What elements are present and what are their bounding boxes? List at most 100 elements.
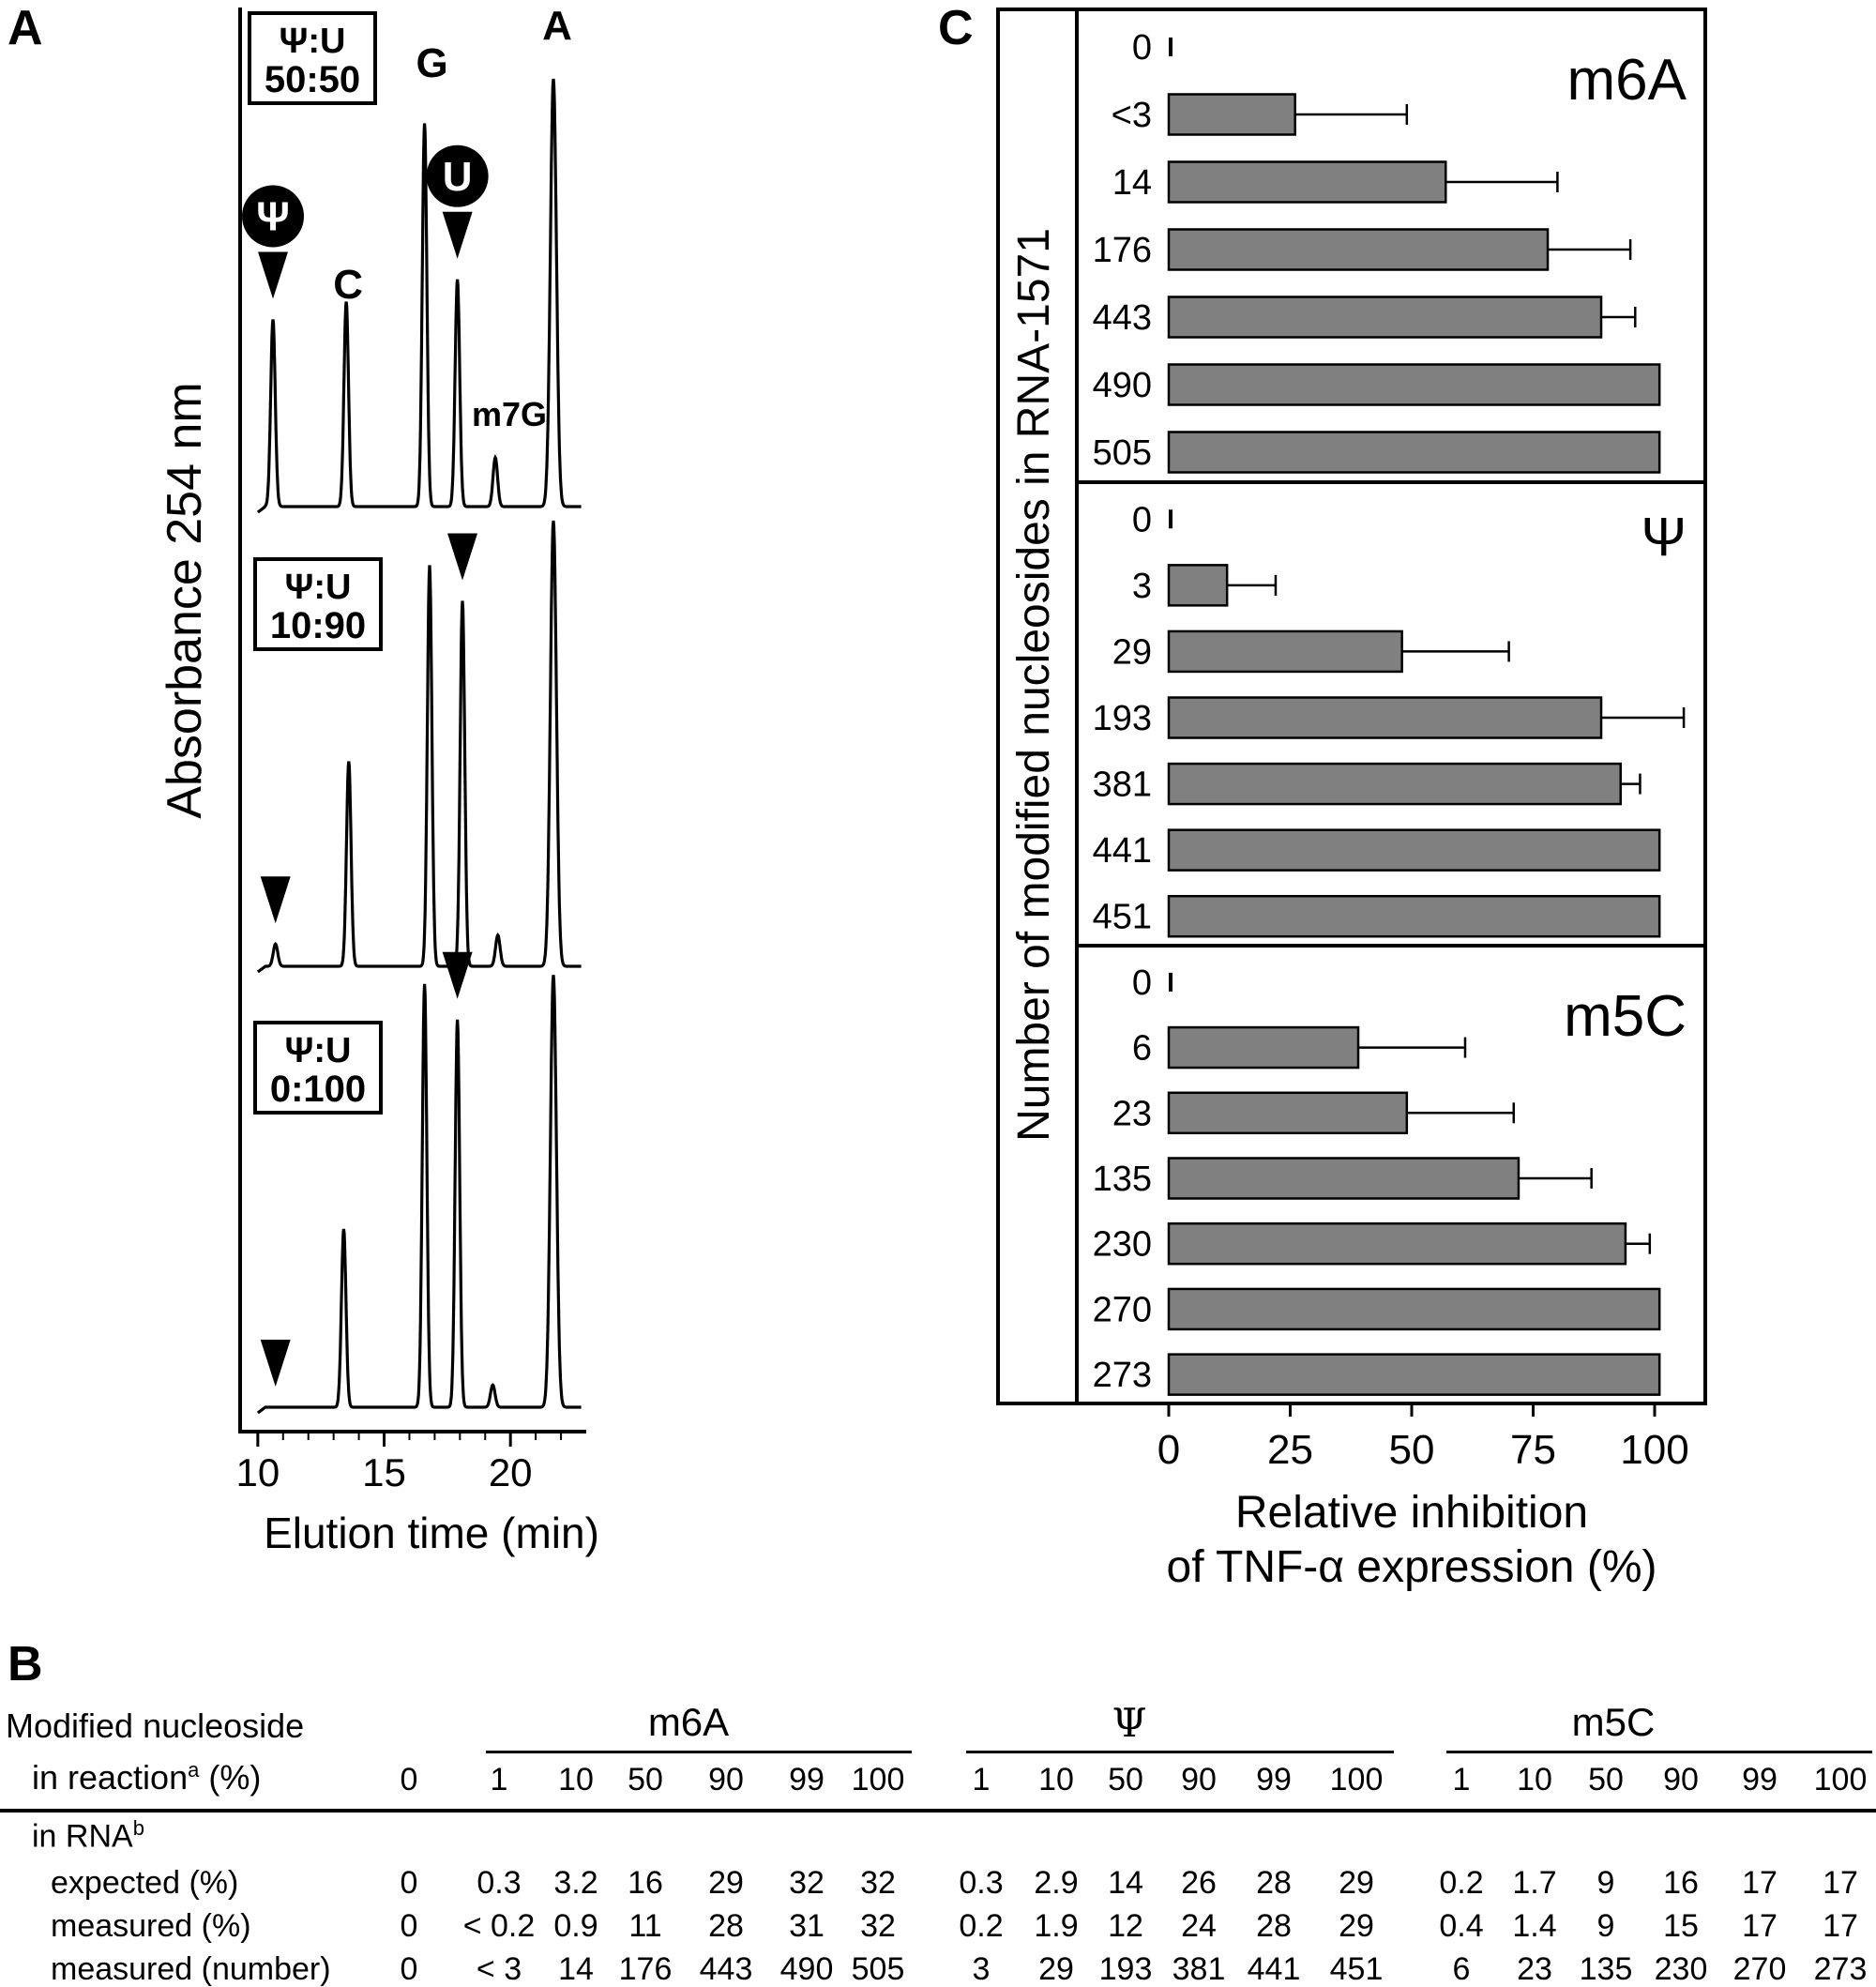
category-label: 273 xyxy=(1093,1356,1152,1395)
peak-marker-label: U xyxy=(443,154,473,200)
bar xyxy=(1167,160,1447,204)
table-cell: 11 xyxy=(628,1908,662,1944)
y-axis-label: Absorbance 254 nm xyxy=(158,382,212,818)
x-axis-label: Elution time (min) xyxy=(264,1509,599,1557)
x-tick-label: 15 xyxy=(362,1450,406,1494)
group-title: Ψ xyxy=(1642,507,1687,568)
category-label: 443 xyxy=(1093,298,1152,338)
peak-label: A xyxy=(542,3,572,49)
bar xyxy=(1169,38,1172,56)
table-row-label: expected (%) xyxy=(51,1865,239,1901)
chromatogram-trace xyxy=(256,520,582,974)
table-cell: 441 xyxy=(1247,1951,1301,1987)
ratio-box xyxy=(253,557,383,651)
bar xyxy=(1167,296,1603,339)
table-cell: 17 xyxy=(1823,1908,1858,1944)
table-cell: 0.3 xyxy=(959,1865,1004,1901)
table-cell: 193 xyxy=(1098,1951,1153,1987)
table-cell: 0.2 xyxy=(959,1908,1004,1944)
table-cell: 29 xyxy=(1339,1908,1374,1944)
table-header-line2: in reactiona (%) xyxy=(32,1758,262,1797)
table-cell: 26 xyxy=(1181,1865,1217,1901)
reaction-value: 1 xyxy=(972,1762,991,1797)
table-cell: 443 xyxy=(699,1951,753,1987)
bar xyxy=(1167,894,1661,938)
table-cell: 270 xyxy=(1732,1951,1787,1987)
reaction-value: 1 xyxy=(1452,1762,1471,1797)
x-axis-label: of TNF-α expression (%) xyxy=(1167,1542,1657,1592)
category-label: 6 xyxy=(1132,1029,1152,1069)
chromatogram-trace xyxy=(256,78,582,514)
table-cell: 1.4 xyxy=(1512,1908,1557,1944)
peak-label: G xyxy=(416,40,448,86)
ratio-box-value: 10:90 xyxy=(270,605,366,646)
reaction-value: 90 xyxy=(1663,1762,1699,1797)
table-cell: 490 xyxy=(779,1951,834,1987)
ratio-box xyxy=(253,1021,383,1115)
x-tick-label: 100 xyxy=(1620,1427,1688,1473)
category-label: 451 xyxy=(1093,898,1152,937)
u-arrow-icon xyxy=(442,951,473,999)
table-cell: 0.4 xyxy=(1439,1908,1484,1944)
table-cell: 3 xyxy=(972,1951,991,1987)
x-tick-label: 75 xyxy=(1510,1427,1556,1473)
table-row-label: measured (%) xyxy=(51,1908,251,1944)
reaction-value: 99 xyxy=(1742,1762,1778,1797)
reaction-value: 50 xyxy=(1588,1762,1624,1797)
table-cell: 0.3 xyxy=(477,1865,522,1901)
ratio-box-title: Ψ:U xyxy=(285,1031,352,1070)
table-cell: 16 xyxy=(1663,1865,1699,1901)
table-cell: 28 xyxy=(1256,1908,1292,1944)
table-cell: 31 xyxy=(789,1908,825,1944)
category-label: 490 xyxy=(1093,366,1152,405)
reaction-value: 50 xyxy=(1108,1762,1143,1797)
category-label: 505 xyxy=(1093,433,1152,473)
table-cell: 2.9 xyxy=(1034,1865,1079,1901)
table-cell: 0 xyxy=(400,1951,418,1987)
psi-circle-icon xyxy=(242,185,305,248)
reaction-value: 90 xyxy=(708,1762,744,1797)
reaction-value: 90 xyxy=(1181,1762,1217,1797)
category-label: 193 xyxy=(1093,699,1152,738)
table-cell: 273 xyxy=(1813,1951,1868,1987)
table-cell: 32 xyxy=(860,1908,896,1944)
reaction-value: 1 xyxy=(490,1762,508,1797)
x-tick-label: 0 xyxy=(1157,1427,1180,1473)
bar xyxy=(1167,431,1661,474)
table-cell: < 3 xyxy=(476,1951,522,1987)
table-cell: 9 xyxy=(1596,1865,1615,1901)
table-cell: 32 xyxy=(860,1865,896,1901)
category-label: 381 xyxy=(1093,766,1152,805)
table-cell: 32 xyxy=(789,1865,825,1901)
group-title: m6A xyxy=(1567,48,1687,113)
psi-arrow-icon xyxy=(258,251,289,299)
group-underline xyxy=(966,1751,1394,1753)
table-rule xyxy=(0,1809,1876,1813)
u-arrow-icon xyxy=(442,211,473,259)
reaction-value: 10 xyxy=(1517,1762,1552,1797)
table-cell: 23 xyxy=(1517,1951,1552,1987)
table-cell: 28 xyxy=(1256,1865,1292,1901)
bar xyxy=(1167,564,1229,607)
table-cell: 28 xyxy=(708,1908,744,1944)
reaction-value: 99 xyxy=(1256,1762,1292,1797)
ratio-box-value: 50:50 xyxy=(265,59,360,100)
bar xyxy=(1169,972,1172,992)
table-cell: 135 xyxy=(1579,1951,1633,1987)
category-label: 176 xyxy=(1093,231,1152,270)
table-group-title: Ψ xyxy=(1112,1700,1147,1746)
peak-label: C xyxy=(333,262,363,308)
group-underline xyxy=(1446,1751,1872,1753)
group-title: m5C xyxy=(1564,984,1687,1049)
y-axis-label: Number of modified nucleosides in RNA-15… xyxy=(1009,228,1059,1142)
table-cell: 3.2 xyxy=(553,1865,598,1901)
ratio-box xyxy=(248,11,377,105)
chromatogram-chart: 10 15 20 Elution time (min) Absorbance 254 n… xyxy=(158,3,599,1557)
category-label: 135 xyxy=(1093,1160,1152,1199)
panel-label-a: A xyxy=(8,1,43,55)
x-tick-label: 20 xyxy=(489,1450,533,1494)
category-label: 230 xyxy=(1093,1225,1152,1265)
